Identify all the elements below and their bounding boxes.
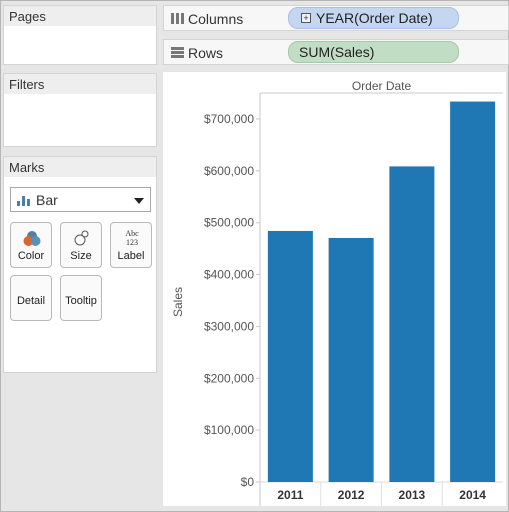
bar-chart: Order Date $0 $100,000 $200,000 $300,000 $400… [171, 79, 503, 506]
pages-card[interactable]: Pages [3, 5, 157, 65]
x-tick-label: 2011 [277, 488, 303, 502]
mark-type-dropdown[interactable]: Bar [10, 187, 151, 212]
y-tick-label: $700,000 [204, 112, 254, 126]
bar-2014 [450, 101, 496, 483]
color-icon [23, 231, 41, 246]
x-tick-label: 2012 [338, 488, 365, 502]
color-button-label: Color [17, 250, 45, 262]
y-tick-label: $300,000 [204, 319, 254, 333]
columns-shelf[interactable]: Columns + YEAR(Order Date) [163, 5, 509, 31]
size-button[interactable]: Size [60, 222, 102, 268]
label-button-label: Label [117, 250, 145, 262]
bar-2012 [328, 237, 374, 482]
chart-view[interactable]: Order Date $0 $100,000 $200,000 $300,000 $400… [163, 72, 506, 506]
rows-label: Rows [188, 45, 224, 61]
x-tick-label: 2014 [459, 488, 486, 502]
columns-icon [171, 13, 184, 24]
rows-shelf[interactable]: Rows SUM(Sales) [163, 39, 509, 65]
mark-type-value: Bar [36, 192, 58, 208]
pages-card-title: Pages [4, 6, 156, 26]
detail-button-label: Detail [16, 295, 46, 307]
y-tick-label: $400,000 [204, 268, 254, 282]
tooltip-button[interactable]: Tooltip [60, 275, 102, 321]
size-icon [74, 230, 89, 246]
bar-2013 [389, 166, 435, 482]
plus-box-icon[interactable]: + [301, 13, 311, 23]
rows-icon [171, 47, 184, 58]
chart-header-title: Order Date [352, 79, 412, 93]
columns-label: Columns [188, 11, 244, 27]
y-tick-label: $500,000 [204, 216, 254, 230]
y-tick-label: $100,000 [204, 423, 254, 437]
marks-card-title: Marks [4, 157, 156, 177]
y-tick-label: $600,000 [204, 164, 254, 178]
detail-button[interactable]: Detail [10, 275, 52, 321]
x-tick-label: 2013 [399, 488, 426, 502]
sum-sales-pill-text: SUM(Sales) [299, 44, 375, 60]
year-order-date-pill[interactable]: + YEAR(Order Date) [288, 7, 459, 29]
size-button-label: Size [70, 250, 92, 262]
marks-card: Marks Bar Color Size Abc 123 Label Detai… [3, 156, 157, 373]
y-tick-label: $200,000 [204, 371, 254, 385]
label-icon: Abc 123 [125, 229, 139, 246]
label-button[interactable]: Abc 123 Label [110, 222, 152, 268]
sum-sales-pill[interactable]: SUM(Sales) [288, 41, 459, 63]
filters-card[interactable]: Filters [3, 73, 157, 147]
bar-chart-icon [17, 196, 31, 206]
year-order-date-pill-text: YEAR(Order Date) [316, 10, 433, 26]
tooltip-button-label: Tooltip [65, 295, 97, 307]
y-axis-title: Sales [171, 287, 185, 317]
label-icon-text-123: 123 [126, 238, 138, 246]
label-icon-text-abc: Abc [125, 229, 139, 238]
color-button[interactable]: Color [10, 222, 52, 268]
bar-2011 [267, 230, 313, 482]
chevron-down-icon[interactable] [134, 198, 144, 204]
y-tick-label: $0 [241, 475, 255, 489]
filters-card-title: Filters [4, 74, 156, 94]
